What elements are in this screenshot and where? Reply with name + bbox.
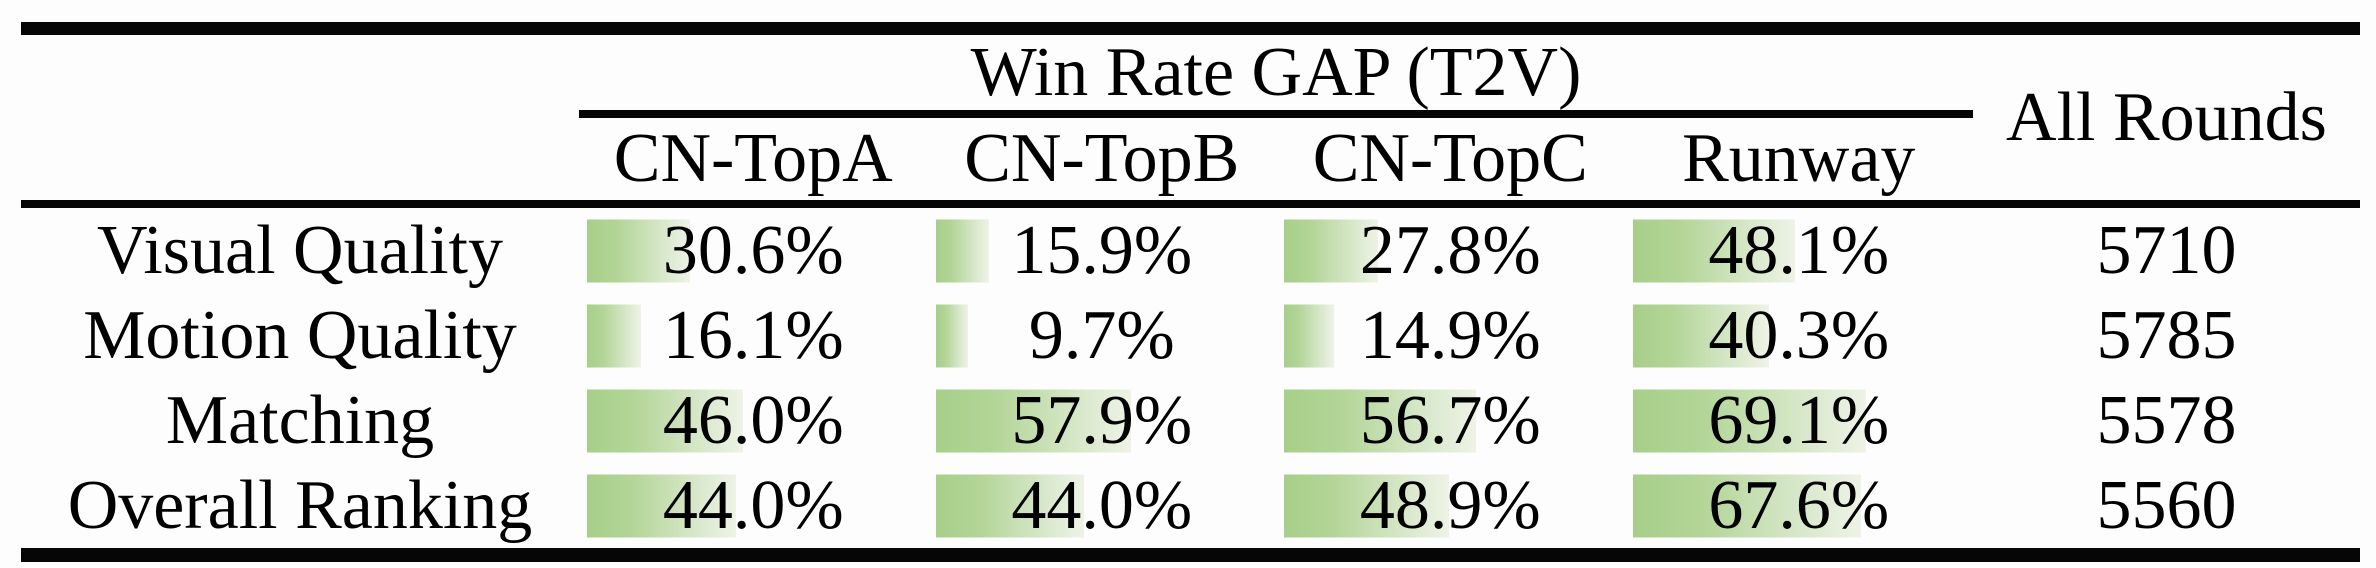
win-rate-cell: 15.9% xyxy=(928,208,1277,293)
win-rate-value: 57.9% xyxy=(1011,381,1193,459)
win-rate-cell: 46.0% xyxy=(579,378,928,463)
win-rate-bar xyxy=(587,474,736,537)
win-rate-value: 16.1% xyxy=(662,296,844,374)
header-body-divider-rule xyxy=(21,200,2360,208)
table-row-matching: Matching 46.0% 57.9% 56.7% 69.1% 5578 xyxy=(21,378,2360,463)
table-row-motion-quality: Motion Quality 16.1% 9.7% 14.9% 40.3% 57… xyxy=(21,293,2360,378)
column-header-cn-topa: CN-TopA xyxy=(613,120,893,197)
row-label: Overall Ranking xyxy=(67,466,533,544)
win-rate-value: 46.0% xyxy=(662,381,844,459)
win-rate-bar xyxy=(587,389,743,452)
row-label: Visual Quality xyxy=(96,211,504,289)
win-rate-value: 27.8% xyxy=(1359,211,1541,289)
win-rate-bar xyxy=(935,304,969,367)
all-rounds-value: 5710 xyxy=(2096,211,2237,289)
column-header-all-rounds: All Rounds xyxy=(2006,78,2327,156)
bottom-rule xyxy=(21,548,2360,562)
all-rounds-value: 5785 xyxy=(2096,296,2237,374)
win-rate-cell: 67.6% xyxy=(1625,463,1974,548)
win-rate-bar xyxy=(1284,304,1335,367)
group-header-win-rate-gap: Win Rate GAP (T2V) xyxy=(970,33,1582,111)
win-rate-value: 30.6% xyxy=(662,211,844,289)
column-header-row: CN-TopA CN-TopB CN-TopC Runway xyxy=(579,118,1973,200)
win-rate-cell: 27.8% xyxy=(1276,208,1625,293)
win-rate-cell: 44.0% xyxy=(928,463,1277,548)
win-rate-bar xyxy=(1632,474,1862,537)
row-label: Matching xyxy=(165,381,435,459)
win-rate-value: 69.1% xyxy=(1708,381,1890,459)
win-rate-bar xyxy=(1632,389,1867,452)
all-rounds-value: 5560 xyxy=(2096,466,2237,544)
win-rate-cell: 9.7% xyxy=(928,293,1277,378)
win-rate-cell: 56.7% xyxy=(1276,378,1625,463)
win-rate-value: 44.0% xyxy=(1011,466,1193,544)
win-rate-bar xyxy=(1284,219,1378,282)
win-rate-bar xyxy=(1632,304,1769,367)
win-rate-cell: 16.1% xyxy=(579,293,928,378)
win-rate-cell: 69.1% xyxy=(1625,378,1974,463)
win-rate-value: 67.6% xyxy=(1708,466,1890,544)
win-rate-cell: 44.0% xyxy=(579,463,928,548)
win-rate-value: 14.9% xyxy=(1359,296,1541,374)
all-rounds-value: 5578 xyxy=(2096,381,2237,459)
win-rate-value: 40.3% xyxy=(1708,296,1890,374)
win-rate-value: 56.7% xyxy=(1359,381,1541,459)
win-rate-bar xyxy=(1632,219,1796,282)
win-rate-cell: 48.1% xyxy=(1625,208,1974,293)
win-rate-value: 9.7% xyxy=(1028,296,1175,374)
win-rate-bar xyxy=(935,219,990,282)
column-header-cn-topb: CN-TopB xyxy=(964,120,1240,197)
table-body: Visual Quality 30.6% 15.9% 27.8% 48.1% 5… xyxy=(21,208,2360,548)
column-header-runway: Runway xyxy=(1682,120,1916,197)
win-rate-bar xyxy=(587,304,642,367)
win-rate-cell: 57.9% xyxy=(928,378,1277,463)
win-rate-cell: 14.9% xyxy=(1276,293,1625,378)
win-rate-cell: 48.9% xyxy=(1276,463,1625,548)
column-header-cn-topc: CN-TopC xyxy=(1312,120,1588,197)
win-rate-value: 48.9% xyxy=(1359,466,1541,544)
win-rate-bar xyxy=(935,474,1085,537)
table-row-overall-ranking: Overall Ranking 44.0% 44.0% 48.9% 67.6% … xyxy=(21,463,2360,548)
win-rate-cell: 30.6% xyxy=(579,208,928,293)
top-rule xyxy=(21,22,2360,35)
win-rate-value: 48.1% xyxy=(1708,211,1890,289)
win-rate-value: 44.0% xyxy=(662,466,844,544)
row-label: Motion Quality xyxy=(83,296,517,374)
win-rate-cell: 40.3% xyxy=(1625,293,1974,378)
win-rate-bar xyxy=(587,219,691,282)
win-rate-bar xyxy=(1284,389,1476,452)
win-rate-bar xyxy=(935,389,1132,452)
win-rate-bar xyxy=(1284,474,1450,537)
win-rate-value: 15.9% xyxy=(1011,211,1193,289)
table-row-visual-quality: Visual Quality 30.6% 15.9% 27.8% 48.1% 5… xyxy=(21,208,2360,293)
group-header-underline-rule xyxy=(579,110,1973,118)
